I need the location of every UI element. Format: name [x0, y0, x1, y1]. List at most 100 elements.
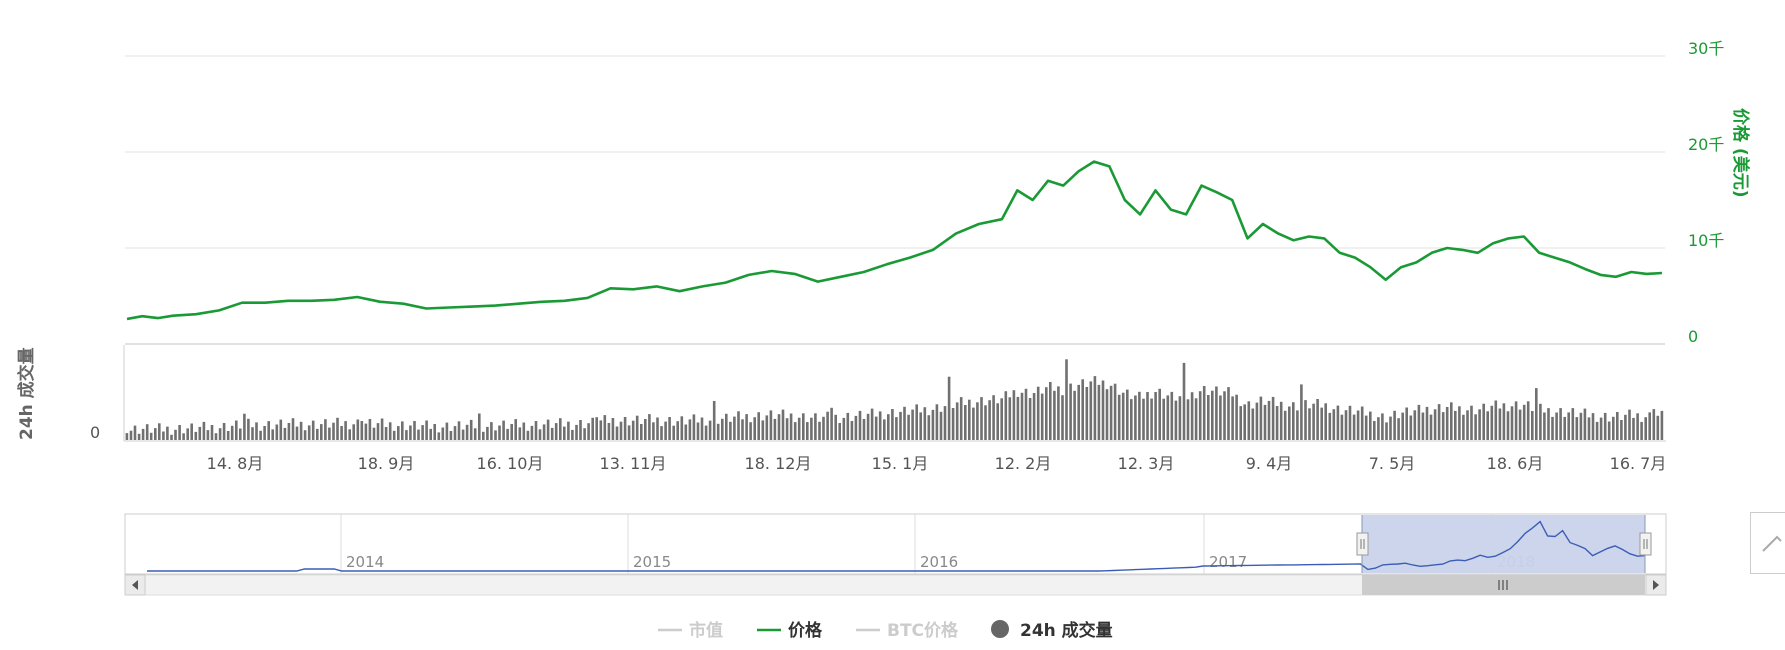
- volume-bar: [243, 413, 246, 440]
- volume-bar: [514, 419, 517, 440]
- volume-bar: [919, 412, 922, 440]
- volume-bar: [307, 425, 311, 440]
- volume-bar: [1069, 383, 1072, 440]
- volume-bar: [340, 426, 343, 440]
- volume-bar: [1308, 408, 1311, 440]
- volume-bar: [1101, 380, 1105, 440]
- volume-bar: [1211, 390, 1214, 440]
- volume-bar: [271, 429, 274, 440]
- volume-bar: [1150, 398, 1153, 440]
- navigator-selection[interactable]: [1362, 515, 1645, 573]
- x-tick-label: 16. 7月: [1610, 454, 1667, 473]
- volume-bar: [1555, 412, 1558, 440]
- navigator-right-handle[interactable]: [1639, 532, 1652, 556]
- volume-bar: [453, 426, 457, 440]
- volume-bar: [640, 424, 643, 440]
- navigator-left-handle[interactable]: [1356, 532, 1369, 556]
- volume-bar: [769, 410, 773, 440]
- volume-bar: [1450, 402, 1453, 440]
- volume-bar: [1154, 392, 1157, 440]
- volume-bar: [1040, 393, 1044, 440]
- volume-bar: [1599, 417, 1603, 440]
- volume-bar: [287, 423, 291, 440]
- volume-bar: [542, 424, 546, 440]
- volume-bar: [154, 428, 157, 440]
- volume-bar: [247, 418, 250, 440]
- volume-bar: [793, 422, 797, 440]
- x-tick-label: 18. 12月: [745, 454, 812, 473]
- scroll-right-button[interactable]: [1645, 574, 1667, 596]
- volume-bar: [1283, 410, 1287, 440]
- volume-bar: [1628, 409, 1631, 440]
- legend-item-market-cap[interactable]: 市值: [658, 620, 723, 641]
- volume-bar: [1288, 406, 1291, 440]
- volume-bar: [1591, 413, 1595, 440]
- volume-bar: [789, 413, 793, 440]
- scrollbar[interactable]: [124, 574, 1667, 596]
- volume-bar: [283, 427, 287, 440]
- volume-bar: [239, 428, 242, 440]
- volume-bar: [1607, 421, 1611, 440]
- volume-bar: [1215, 386, 1218, 440]
- volume-bar: [1502, 403, 1506, 440]
- volume-bar: [125, 433, 129, 440]
- volume-bar: [133, 425, 137, 440]
- volume-bar: [469, 419, 473, 440]
- volume-bar: [1531, 411, 1534, 440]
- volume-bar: [1036, 386, 1040, 440]
- volume-bar: [376, 423, 380, 440]
- volume-bar: [392, 430, 396, 440]
- volume-bar: [1567, 412, 1570, 440]
- x-tick-label: 7. 5月: [1369, 454, 1416, 473]
- legend-label: BTC价格: [887, 620, 959, 641]
- volume-bar: [1158, 388, 1161, 440]
- volume-bar: [761, 420, 765, 440]
- volume-bar: [1389, 416, 1392, 440]
- volume-bar: [554, 423, 558, 440]
- volume-bar: [186, 428, 189, 440]
- volume-bar: [579, 420, 582, 440]
- legend-item-price[interactable]: 价格: [757, 620, 823, 641]
- volume-bar: [1518, 409, 1522, 440]
- volume-bar: [587, 423, 590, 440]
- volume-bar: [352, 424, 355, 440]
- volume-bar: [1134, 395, 1137, 440]
- chart-expand-button[interactable]: [1750, 512, 1785, 574]
- volume-axis-title: 24h 成交量: [16, 347, 37, 440]
- volume-bar: [607, 423, 611, 440]
- volume-bar: [1393, 410, 1396, 440]
- volume-bar: [502, 420, 505, 440]
- volume-bar: [526, 430, 530, 440]
- scroll-left-button[interactable]: [124, 574, 146, 596]
- legend-item-btc-price[interactable]: BTC价格: [856, 620, 959, 641]
- volume-bar: [753, 417, 756, 440]
- volume-bar: [413, 421, 416, 440]
- legend-item-volume[interactable]: 24h 成交量: [991, 620, 1113, 641]
- circle-icon: [991, 620, 1009, 638]
- volume-bar: [550, 427, 554, 440]
- scrollbar-thumb-grip: [1498, 580, 1508, 590]
- volume-bar: [818, 421, 821, 440]
- volume-bar: [708, 420, 712, 440]
- volume-bar: [688, 419, 692, 440]
- volume-bar: [1235, 394, 1238, 440]
- volume-bar: [1486, 411, 1489, 440]
- volume-bar: [401, 421, 404, 440]
- volume-bar: [190, 423, 193, 440]
- volume-bar: [202, 421, 206, 440]
- volume-bar: [684, 424, 688, 440]
- volume-bar: [409, 425, 412, 440]
- volume-bar: [1275, 406, 1279, 440]
- volume-bar: [619, 421, 623, 440]
- volume-bar: [806, 422, 809, 440]
- volume-bar: [980, 397, 983, 440]
- volume-bar: [1126, 389, 1129, 440]
- volume-bar: [1583, 408, 1587, 440]
- volume-bar: [984, 405, 987, 440]
- volume-bar: [1437, 404, 1441, 440]
- volume-bar: [692, 414, 696, 440]
- volume-bar: [1543, 412, 1546, 440]
- navigator[interactable]: 2014 2015 2016 2017 2018: [124, 513, 1667, 575]
- volume-bar: [895, 417, 898, 440]
- volume-bar: [1296, 410, 1299, 440]
